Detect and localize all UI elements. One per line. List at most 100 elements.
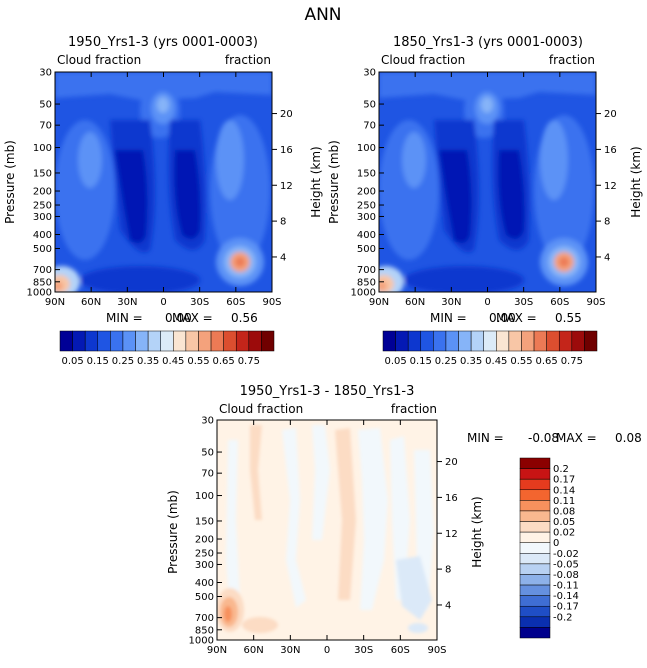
colorbar-label: 0.75 — [238, 356, 260, 367]
x-tick-label: 60N — [244, 645, 264, 656]
x-tick-label: 0 — [484, 297, 490, 308]
y2-tick-label: 16 — [280, 145, 293, 156]
colorbar-label: 0.2 — [553, 464, 569, 475]
page-title: ANN — [304, 5, 341, 25]
colorbar-swatch — [584, 330, 598, 352]
colorbar-swatch — [519, 605, 551, 618]
colorbar-swatch — [185, 330, 199, 352]
colorbar-label: 0.08 — [553, 506, 575, 517]
y-tick-label: 50 — [39, 100, 52, 111]
y-tick-label: 850 — [33, 277, 52, 288]
y-tick-label: 700 — [33, 265, 52, 276]
y-tick-label: 300 — [33, 212, 52, 223]
x-tick-label: 30N — [117, 297, 137, 308]
colorbar-swatch — [173, 330, 187, 352]
colorbar-swatch — [558, 330, 573, 352]
colorbar-swatch — [519, 457, 551, 469]
max-label: MAX = — [496, 311, 537, 325]
colorbar-swatch — [420, 330, 434, 352]
colorbar-swatch — [519, 478, 551, 491]
max-value: 0.08 — [615, 431, 642, 445]
y-axis-label: Pressure (mb) — [3, 140, 17, 224]
y-tick-label: 150 — [357, 168, 376, 179]
colorbar-swatch — [519, 489, 551, 501]
y-tick-label: 850 — [195, 625, 214, 636]
colorbar-swatch — [496, 330, 510, 352]
colorbar-swatch — [445, 330, 459, 352]
colorbar-swatch — [110, 330, 124, 352]
x-tick-label: 0 — [324, 645, 330, 656]
y-tick-label: 250 — [357, 201, 376, 212]
y-tick-label: 30 — [363, 68, 376, 79]
y-tick-label: 70 — [363, 121, 376, 132]
max-label: MAX = — [556, 431, 597, 445]
y-tick-label: 1000 — [189, 636, 214, 647]
x-tick-label: 60S — [550, 297, 569, 308]
panel-1950: 1950_Yrs1-3 (yrs 0001-0003) Cloud fracti… — [3, 35, 323, 367]
min-value: -0.08 — [528, 431, 559, 445]
colorbar-swatch — [122, 330, 136, 352]
colorbar-label: 0.05 — [384, 356, 406, 367]
colorbar-swatch — [519, 500, 551, 512]
axes: 90N 60N 30N 0 30S 60S 90S 30 50 70 100 150 200 250300… — [27, 68, 293, 309]
colorbar-label: 0.65 — [213, 356, 235, 367]
y-tick-label: 100 — [33, 143, 52, 154]
colorbar-swatch — [546, 330, 560, 352]
y-tick-label: 400 — [195, 578, 214, 589]
colorbar-swatch — [433, 330, 447, 352]
y2-tick-label: 12 — [445, 529, 458, 540]
y-tick-label: 850 — [357, 277, 376, 288]
colorbar-swatch — [519, 616, 551, 628]
y2-tick-label: 20 — [604, 109, 617, 120]
x-tick-label: 60S — [391, 645, 410, 656]
colorbar-swatch — [261, 330, 275, 352]
min-label: MIN = — [430, 311, 467, 325]
y-tick-label: 400 — [357, 230, 376, 241]
colorbar-swatch — [470, 330, 484, 352]
x-tick-label: 30N — [441, 297, 461, 308]
y2-tick-label: 16 — [604, 145, 617, 156]
x-tick-label: 90S — [427, 645, 446, 656]
y-tick-label: 1000 — [27, 288, 52, 299]
colorbar-swatch — [521, 330, 535, 352]
colorbar-label: -0.11 — [553, 581, 579, 592]
x-tick-label: 30N — [280, 645, 300, 656]
y2-tick-label: 12 — [604, 181, 617, 192]
colorbar-swatch — [519, 468, 551, 480]
y-tick-label: 200 — [33, 187, 52, 198]
x-tick-label: 60S — [226, 297, 245, 308]
y-tick-label: 200 — [195, 535, 214, 546]
y-tick-label: 300 — [357, 212, 376, 223]
colorbar-swatch — [223, 330, 237, 352]
y-tick-label: 30 — [39, 68, 52, 79]
y-tick-label: 100 — [357, 143, 376, 154]
colorbar-label: -0.14 — [553, 591, 579, 602]
max-label: MAX = — [172, 311, 213, 325]
colorbar: 0.20.170.140.110.080.050.020-0.02-0.05-0… — [519, 457, 579, 639]
min-value: 0.00 — [165, 311, 192, 325]
y-axis-label: Pressure (mb) — [166, 490, 180, 574]
colorbar-swatch — [571, 330, 585, 352]
y2-tick-label: 8 — [445, 565, 451, 576]
y-tick-label: 500 — [33, 244, 52, 255]
y-tick-label: 500 — [357, 244, 376, 255]
y-tick-label: 700 — [357, 265, 376, 276]
colorbar-swatch — [519, 521, 551, 533]
panel-right-label: fraction — [549, 53, 595, 67]
y-tick-label: 250 — [195, 549, 214, 560]
colorbar-swatch — [519, 574, 551, 586]
colorbar-swatch — [519, 627, 551, 639]
min-label: MIN = — [467, 431, 504, 445]
colorbar-label: -0.08 — [553, 570, 579, 581]
colorbar-swatch — [235, 330, 250, 352]
colorbar-label: 0.11 — [553, 496, 575, 507]
y2-tick-label: 20 — [280, 109, 293, 120]
panel-left-label: Cloud fraction — [57, 53, 141, 67]
panel-left-label: Cloud fraction — [219, 402, 303, 416]
colorbar-label: 0.15 — [87, 356, 109, 367]
colorbar-swatch — [519, 531, 551, 543]
colorbar-label: 0.35 — [137, 356, 159, 367]
colorbar-label: 0.55 — [510, 356, 532, 367]
colorbar-label: 0.14 — [553, 485, 575, 496]
panel-right-label: fraction — [225, 53, 271, 67]
